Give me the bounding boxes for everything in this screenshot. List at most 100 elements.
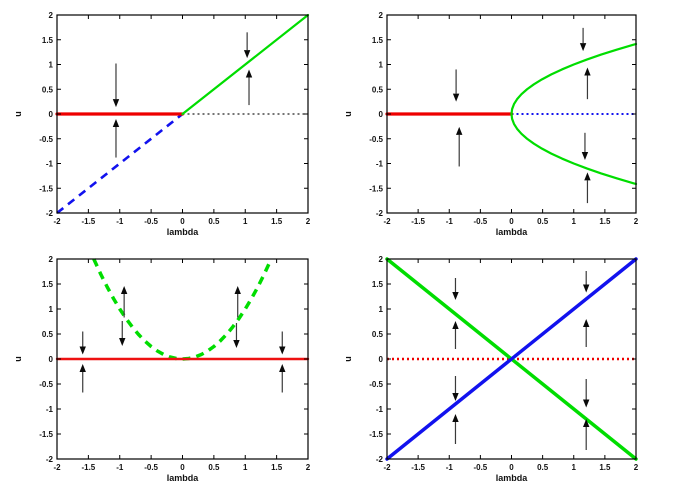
y-tick-label: -1.5 [39,430,53,439]
subplot-bottom-right: -2 -1.5 -1 -0.5 0 0.5 1 1.5 2 -2 -1.5 -1 -0.5 0 0.5 1 1.… [343,246,686,493]
x-tick-label: 0 [509,217,514,226]
arrow-head [243,50,251,59]
flow-arrow-up [452,321,459,349]
flow-arrow-up [234,286,241,318]
y-tick-label: 0.5 [42,330,54,339]
arrow-head [452,93,460,102]
flow-arrow-down [112,63,120,108]
x-tick-label: 1.5 [599,463,611,472]
arrow-head [279,364,286,372]
x-axis-label: lambda [496,473,529,483]
y-tick-label: 2 [379,255,384,264]
arrow-head [279,346,286,355]
flow-arrow-up [584,67,591,100]
y-tick-label: -1 [46,405,54,414]
y-tick-label: -2 [46,455,54,464]
y-tick-label: -1.5 [39,184,53,193]
x-tick-label: -2 [53,217,61,226]
y-tick-label: 0.5 [42,85,54,94]
x-tick-label: 0.5 [208,217,220,226]
x-tick-label: 0.5 [537,217,549,226]
flow-arrow-up [583,419,590,450]
arrow-head [583,319,590,327]
curve-lower-sqrt-branch [510,112,638,186]
arrow-head [579,43,587,52]
flow-arrow-up [583,319,590,347]
x-tick-label: 1.5 [271,217,283,226]
arrow-head [233,340,240,348]
y-tick-label: -1.5 [369,430,383,439]
x-tick-label: 0 [509,463,514,472]
y-tick-label: 1.5 [372,280,384,289]
x-axis-label: lambda [496,227,529,237]
y-tick-label: 1 [49,61,54,70]
arrow-head [112,118,120,127]
x-tick-label: -2 [383,217,391,226]
y-tick-label: 0.5 [372,85,384,94]
arrow-head [79,346,86,355]
y-tick-label: 0 [379,355,384,364]
plot-frame [386,258,637,460]
x-tick-label: -0.5 [473,217,487,226]
arrow-head [452,292,459,300]
y-axis-label: u [343,356,353,362]
x-tick-label: 0.5 [537,463,549,472]
flow-arrow-down [581,132,589,161]
y-tick-label: 1 [379,305,384,314]
y-tick-label: -1 [376,160,384,169]
arrow-head [245,69,253,78]
y-tick-label: 2 [49,11,54,20]
y-tick-label: 0.5 [372,330,384,339]
x-tick-label: -1.5 [81,217,95,226]
y-tick-label: 0 [49,110,54,119]
x-tick-label: -1 [116,217,124,226]
subplot-bottom-left: -2 -1.5 -1 -0.5 0 0.5 1 1.5 2 -2 -1.5 -1 -0.5 0 0.5 1 1.… [0,246,343,493]
y-tick-label: -1.5 [369,184,383,193]
arrow-head [581,152,589,161]
arrow-head [119,338,126,346]
y-tick-label: 0 [379,110,384,119]
y-tick-label: -2 [376,209,384,218]
y-tick-label: -2 [376,455,384,464]
x-tick-label: 1.5 [599,217,611,226]
plot-frame [56,14,309,214]
subplot-bottom-right-canvas: -2 -1.5 -1 -0.5 0 0.5 1 1.5 2 -2 -1.5 -1 -0.5 0 0.5 1 1.… [343,255,639,483]
curve-diagonal-branch-unstable [56,112,184,215]
arrow-head [456,126,463,135]
y-tick-label: 1 [379,61,384,70]
flow-arrow-down [79,331,86,355]
flow-arrow-down [452,278,459,300]
y-tick-label: 0 [49,355,54,364]
x-tick-label: 1 [243,463,248,472]
flow-arrow-down [279,331,286,355]
x-tick-label: 2 [634,463,639,472]
y-tick-label: -0.5 [39,380,53,389]
flow-arrow-down [243,32,251,59]
flow-arrow-down [583,271,590,293]
subplot-top-left: -2 -1.5 -1 -0.5 0 0.5 1 1.5 2 -2 -1.5 -1 -0.5 0 0.5 1 1.… [0,0,343,246]
x-tick-label: -2 [53,463,61,472]
subplot-top-right: -2 -1.5 -1 -0.5 0 0.5 1 1.5 2 -2 -1.5 -1 -0.5 0 0.5 1 1.… [343,0,686,246]
flow-arrow-up [120,286,128,318]
flow-arrow-up [456,126,463,167]
y-tick-label: 1.5 [42,36,54,45]
flow-arrow-down [583,379,590,408]
curve-diagonal-branch-stable [181,13,310,116]
arrow-head [112,99,120,108]
x-tick-label: -1.5 [411,463,425,472]
x-tick-label: 1 [572,463,577,472]
flow-arrow-up [584,172,591,204]
arrow-head [79,364,86,372]
x-tick-label: -1.5 [411,217,425,226]
x-tick-label: -1 [446,217,454,226]
x-tick-label: -0.5 [144,217,158,226]
flow-arrow-down [233,323,240,348]
y-axis-label: u [13,356,23,362]
arrow-head [452,321,459,329]
flow-arrow-down [452,376,459,401]
y-tick-label: -1 [376,405,384,414]
x-tick-label: 1 [572,217,577,226]
subplot-top-left-canvas: -2 -1.5 -1 -0.5 0 0.5 1 1.5 2 -2 -1.5 -1 -0.5 0 0.5 1 1.… [13,11,311,237]
arrow-head [234,286,241,294]
